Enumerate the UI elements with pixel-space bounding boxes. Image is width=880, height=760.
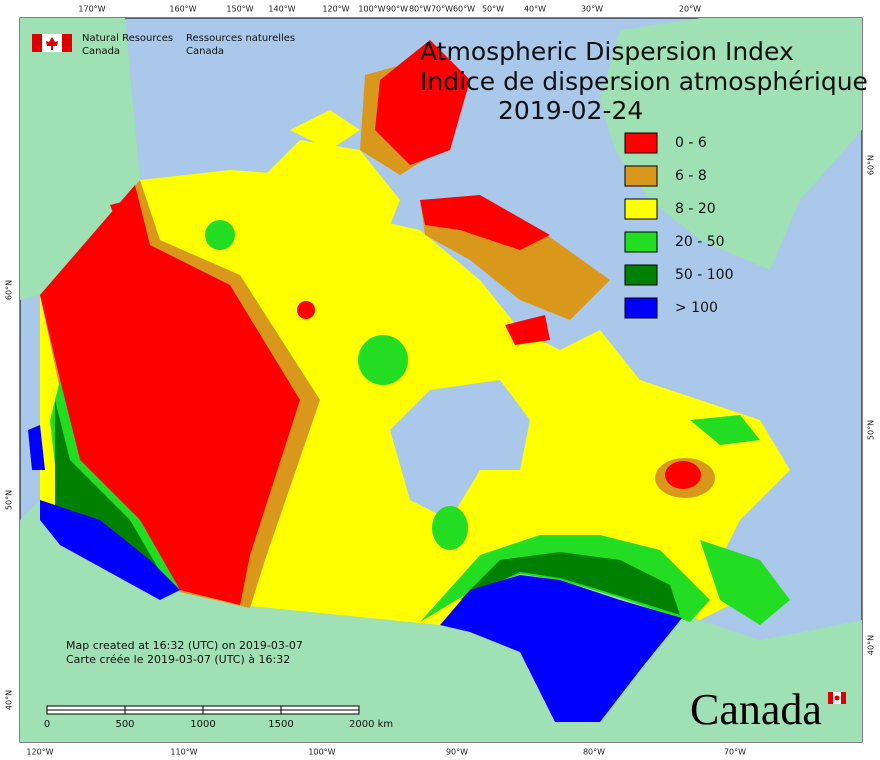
- right-axis-label: 40°N: [867, 635, 876, 655]
- agency-en: Natural Resources: [82, 33, 173, 44]
- bottom-axis-label: 90°W: [446, 748, 468, 757]
- legend-label: > 100: [675, 300, 718, 316]
- legend-swatch: [624, 297, 658, 319]
- flag-bar: [828, 692, 833, 704]
- region-20-50: [358, 335, 408, 385]
- left-axis-label: 60°N: [5, 280, 14, 300]
- region-0-6: [505, 315, 550, 345]
- top-axis-label: 100°W: [358, 5, 385, 14]
- maple-leaf: [834, 695, 840, 701]
- nrcan-logo: [32, 34, 72, 52]
- region-0-6: [297, 301, 315, 319]
- right-axis-label: 50°N: [867, 420, 876, 440]
- agency-fr: Canada: [186, 46, 224, 57]
- legend-label: 0 - 6: [675, 135, 707, 151]
- land: [20, 18, 862, 742]
- top-axis-label: 30°W: [581, 5, 603, 14]
- scale-segment: [280, 705, 360, 711]
- map-date: 2019-02-24: [498, 96, 643, 125]
- top-axis-label: 60°W: [453, 5, 475, 14]
- region-8-20: [290, 110, 360, 150]
- right-axis-label: 60°N: [867, 155, 876, 175]
- bottom-axis-label: 100°W: [308, 748, 335, 757]
- scale-segment: [280, 709, 360, 715]
- region-20-50: [432, 506, 468, 550]
- top-axis-label: 150°W: [226, 5, 253, 14]
- region-20-50: [700, 540, 790, 625]
- top-axis-label: 20°W: [679, 5, 701, 14]
- alaska: [20, 18, 140, 300]
- map-title: Atmospheric Dispersion Index: [420, 37, 794, 66]
- scale-segment: [202, 705, 282, 711]
- scale-label: 1000: [190, 719, 215, 730]
- region-0-6: [110, 200, 132, 218]
- region-20-50: [205, 220, 235, 250]
- top-axis-label: 140°W: [268, 5, 295, 14]
- bottom-axis-label: 120°W: [26, 748, 53, 757]
- scale-label: 500: [115, 719, 134, 730]
- top-axis-label: 70°W: [431, 5, 453, 14]
- top-axis-label: 80°W: [409, 5, 431, 14]
- maple-leaf: [46, 37, 58, 50]
- region-gt100: [440, 575, 682, 722]
- left-axis-label: 50°N: [5, 490, 14, 510]
- usa: [20, 500, 862, 742]
- canada-wordmark: Canada: [690, 685, 822, 734]
- scale-segment: [46, 709, 126, 715]
- region-8-20: [250, 140, 400, 260]
- legend-swatch: [624, 198, 658, 220]
- top-axis-label: 120°W: [322, 5, 349, 14]
- scale-label: 1500: [268, 719, 293, 730]
- region-gt100: [40, 500, 180, 600]
- legend-label: 20 - 50: [675, 234, 725, 250]
- region-50-100: [55, 400, 165, 590]
- scale-label: 0: [44, 719, 50, 730]
- region-0-6: [375, 40, 470, 165]
- legend-label: 8 - 20: [675, 201, 716, 217]
- top-axis-label: 170°W: [78, 5, 105, 14]
- created-note: Map created at 16:32 (UTC) on 2019-03-07: [66, 639, 303, 652]
- hudson-bay: [390, 380, 530, 520]
- top-axis-label: 160°W: [169, 5, 196, 14]
- top-axis-label: 90°W: [386, 5, 408, 14]
- legend-swatch: [624, 231, 658, 253]
- region-20-50: [50, 380, 180, 600]
- top-axis-label: 50°W: [482, 5, 504, 14]
- region-20-50: [690, 415, 760, 445]
- region-0-6: [420, 195, 550, 250]
- scale-label: 2000 km: [349, 719, 393, 730]
- agency-en: Canada: [82, 46, 120, 57]
- scale-segment: [202, 709, 282, 715]
- bottom-axis-label: 70°W: [724, 748, 746, 757]
- bottom-axis-label: 110°W: [170, 748, 197, 757]
- flag-bar: [32, 34, 42, 52]
- created-note: Carte créée le 2019-03-07 (UTC) à 16:32: [66, 653, 290, 666]
- scale-segment: [46, 705, 126, 711]
- region-50-100: [460, 552, 680, 615]
- scale-segment: [124, 705, 204, 711]
- scale-segment: [124, 709, 204, 715]
- left-axis-label: 40°N: [5, 690, 14, 710]
- legend-swatch: [624, 165, 658, 187]
- bottom-axis-label: 80°W: [583, 748, 605, 757]
- legend-label: 6 - 8: [675, 168, 707, 184]
- map-subtitle: Indice de dispersion atmosphérique: [420, 67, 868, 96]
- greenland: [600, 18, 862, 270]
- legend-label: 50 - 100: [675, 267, 734, 283]
- flag-bar: [841, 692, 846, 704]
- region-0-6: [665, 461, 701, 489]
- region-gt100: [28, 425, 45, 470]
- legend-swatch: [624, 264, 658, 286]
- flag-bar: [62, 34, 72, 52]
- legend-swatch: [624, 132, 658, 154]
- top-axis-label: 40°W: [524, 5, 546, 14]
- wordmark-flag: [828, 692, 846, 704]
- agency-fr: Ressources naturelles: [186, 33, 295, 44]
- region-0-6: [40, 185, 300, 605]
